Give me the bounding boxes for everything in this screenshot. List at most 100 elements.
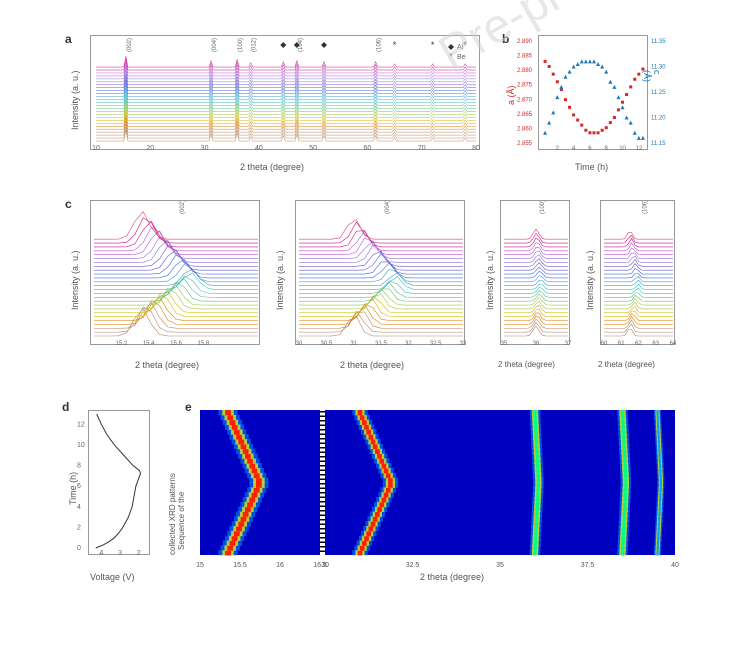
svg-text:63: 63 (652, 341, 659, 346)
svg-text:60: 60 (364, 145, 372, 151)
svg-text:32: 32 (405, 341, 412, 346)
svg-text:16: 16 (276, 562, 284, 569)
svg-text:30: 30 (201, 145, 209, 151)
svg-text:6: 6 (588, 146, 592, 152)
svg-text:11.25: 11.25 (651, 90, 666, 96)
svg-text:35: 35 (501, 341, 508, 346)
svg-text:(004): (004) (385, 201, 391, 214)
svg-text:(012): (012) (252, 38, 258, 52)
svg-text:15.8: 15.8 (197, 341, 209, 346)
panel-c3-ylabel: Intensity (a. u.) (485, 250, 495, 310)
svg-text:37: 37 (565, 341, 571, 346)
svg-text:12: 12 (77, 421, 85, 428)
svg-text:8: 8 (605, 146, 609, 152)
svg-text:*: * (431, 40, 435, 50)
panel-d-label: d (62, 400, 69, 414)
svg-text:15.2: 15.2 (115, 341, 127, 346)
svg-text:33: 33 (460, 341, 466, 346)
svg-text:12: 12 (636, 146, 643, 152)
svg-text:(106): (106) (377, 38, 383, 52)
panel-c3-xlabel: 2 theta (degree) (498, 360, 555, 369)
panel-c3-plot: 35 36 37 (100) (500, 200, 570, 345)
svg-text:15.4: 15.4 (143, 341, 155, 346)
panel-c1-plot: 15.2 15.4 15.6 15.8 (002) (90, 200, 260, 345)
panel-d-xlabel: Voltage (V) (90, 572, 135, 582)
svg-text:2.880: 2.880 (517, 68, 533, 74)
svg-text:2: 2 (77, 524, 81, 531)
svg-text:*: * (393, 40, 397, 50)
svg-text:31.5: 31.5 (375, 341, 387, 346)
svg-text:61: 61 (618, 341, 625, 346)
svg-text:4: 4 (99, 550, 103, 557)
panel-d: d 432024681012 Time (h) Voltage (V) (60, 400, 155, 590)
panel-d-ylabel: Time (h) (68, 472, 78, 505)
svg-text:Al: Al (457, 44, 464, 51)
panel-e-break (320, 410, 325, 555)
svg-text:4: 4 (572, 146, 576, 152)
panel-b: b 246810122.8902.8852.8802.8752.8702.865… (500, 30, 680, 175)
panel-a-label: a (65, 32, 72, 46)
panel-a-ylabel: Intensity (a. u.) (70, 70, 80, 130)
svg-text:*: * (463, 40, 467, 50)
svg-text:2.855: 2.855 (517, 141, 533, 147)
panel-c4-plot: 6061626364(106) (600, 200, 675, 345)
svg-text:15.5: 15.5 (233, 562, 247, 569)
figure-container: a 1020304050607080(002)(004)(100)(012)(1… (60, 30, 680, 600)
svg-text:2.865: 2.865 (517, 112, 533, 118)
svg-text:70: 70 (418, 145, 426, 151)
svg-text:(002): (002) (127, 38, 133, 52)
panel-e-label: e (185, 400, 192, 414)
svg-text:*: * (449, 52, 453, 63)
svg-text:(002): (002) (180, 201, 186, 214)
panel-c: c 15.215.415.615.8(002) Intensity (a. u.… (60, 195, 680, 375)
svg-text:2.890: 2.890 (517, 39, 533, 45)
panel-c2-ylabel: Intensity (a. u.) (275, 250, 285, 310)
svg-text:30: 30 (321, 562, 329, 569)
svg-text:35: 35 (496, 562, 504, 569)
panel-e-ylabel2: collected XRD patterns (168, 473, 177, 555)
svg-text:2.860: 2.860 (517, 126, 533, 132)
svg-text:3: 3 (118, 550, 122, 557)
svg-text:11.15: 11.15 (651, 141, 666, 147)
panel-b-xlabel: Time (h) (575, 162, 608, 172)
panel-b-ylabel-left: a (Å) (506, 85, 516, 105)
panel-e-ylabel: Sequence of the (178, 492, 187, 550)
svg-text:15: 15 (196, 562, 204, 569)
svg-text:11.35: 11.35 (651, 39, 666, 45)
panel-a-xlabel: 2 theta (degree) (240, 162, 304, 172)
svg-text:40: 40 (671, 562, 679, 569)
svg-text:50: 50 (309, 145, 317, 151)
svg-text:64: 64 (670, 341, 676, 346)
svg-text:20: 20 (146, 145, 154, 151)
svg-text:31: 31 (350, 341, 357, 346)
svg-text:(106): (106) (643, 201, 649, 214)
panel-e: e 1515.51616.5 3032.53537.540 Sequence o… (160, 400, 680, 590)
panel-e-xlabel: 2 theta (degree) (420, 572, 484, 582)
panel-b-ylabel-right: c (Å) (642, 70, 662, 88)
panel-c2-xlabel: 2 theta (degree) (340, 360, 404, 370)
panel-c4-ylabel: Intensity (a. u.) (585, 250, 595, 310)
svg-text:2.885: 2.885 (517, 54, 533, 60)
panel-c2-plot: 3030.53131.53232.533(004) (295, 200, 465, 345)
panel-c1-ylabel: Intensity (a. u.) (70, 250, 80, 310)
svg-text:30.5: 30.5 (320, 341, 332, 346)
svg-text:15.6: 15.6 (170, 341, 182, 346)
svg-text:36: 36 (533, 341, 540, 346)
panel-b-plot: 246810122.8902.8852.8802.8752.8702.8652.… (538, 35, 648, 150)
svg-text:60: 60 (601, 341, 608, 346)
svg-text:0: 0 (77, 545, 81, 552)
svg-text:10: 10 (619, 146, 626, 152)
svg-text:(100): (100) (540, 201, 546, 214)
svg-text:10: 10 (92, 145, 100, 151)
svg-text:2: 2 (137, 550, 141, 557)
svg-text:2: 2 (556, 146, 560, 152)
svg-text:(100): (100) (238, 38, 244, 52)
svg-text:11.20: 11.20 (651, 116, 666, 122)
svg-text:10: 10 (77, 442, 85, 449)
svg-text:30: 30 (296, 341, 303, 346)
svg-text:37.5: 37.5 (581, 562, 595, 569)
svg-text:(004): (004) (212, 38, 218, 52)
svg-text:32.5: 32.5 (406, 562, 420, 569)
svg-text:40: 40 (255, 145, 263, 151)
panel-c4-xlabel: 2 theta (degree) (598, 360, 655, 369)
